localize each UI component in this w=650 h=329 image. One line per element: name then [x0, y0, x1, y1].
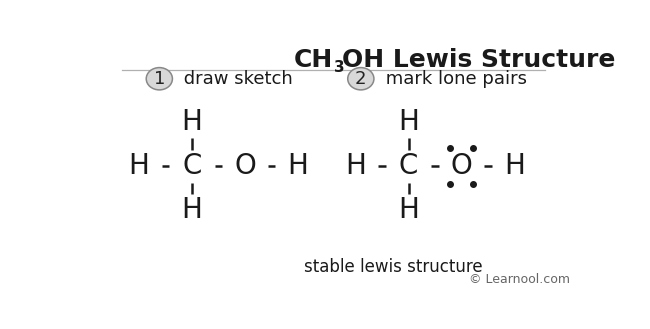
- Text: © Learnool.com: © Learnool.com: [469, 273, 570, 287]
- Text: C: C: [399, 152, 419, 180]
- Text: draw sketch: draw sketch: [179, 70, 293, 88]
- Text: H: H: [398, 108, 419, 136]
- Text: 2: 2: [355, 70, 367, 88]
- Text: O: O: [234, 152, 256, 180]
- Text: H: H: [398, 196, 419, 224]
- Ellipse shape: [348, 67, 374, 90]
- Text: O: O: [450, 152, 473, 180]
- Text: C: C: [183, 152, 202, 180]
- Ellipse shape: [146, 67, 172, 90]
- Text: H: H: [129, 152, 150, 180]
- Text: H: H: [504, 152, 525, 180]
- Text: stable lewis structure: stable lewis structure: [304, 259, 483, 276]
- Text: mark lone pairs: mark lone pairs: [380, 70, 527, 88]
- Text: H: H: [181, 108, 203, 136]
- Text: 1: 1: [153, 70, 165, 88]
- Text: H: H: [345, 152, 366, 180]
- Text: 3: 3: [334, 60, 345, 75]
- Text: OH Lewis Structure: OH Lewis Structure: [342, 48, 616, 72]
- Text: CH: CH: [294, 48, 333, 72]
- Text: H: H: [181, 196, 203, 224]
- Text: H: H: [287, 152, 308, 180]
